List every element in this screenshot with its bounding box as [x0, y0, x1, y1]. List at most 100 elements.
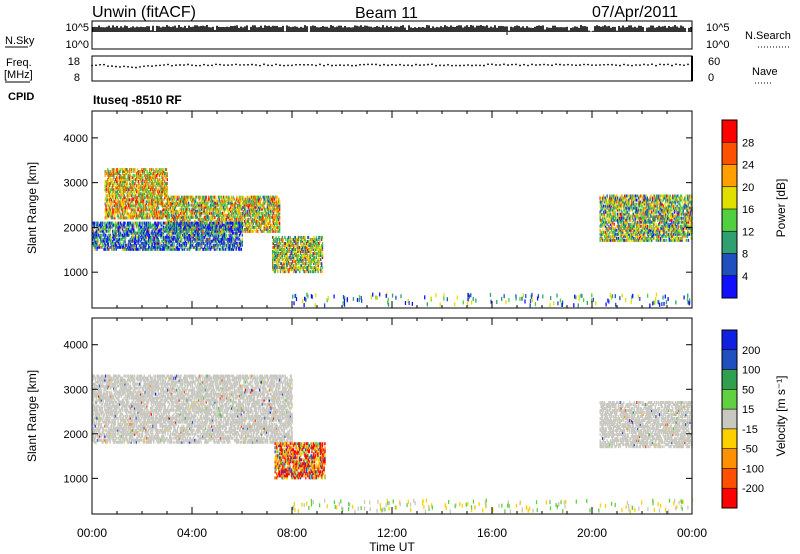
power-cell — [277, 243, 279, 247]
power-cell — [112, 225, 114, 229]
power-cell — [104, 182, 106, 186]
power-cell — [217, 195, 220, 199]
power-cell — [321, 262, 323, 266]
power-cell — [273, 245, 276, 249]
power-cell — [169, 221, 171, 225]
power-cell — [279, 223, 281, 227]
power-cell — [277, 221, 279, 225]
power-cell — [318, 252, 320, 256]
power-cell — [262, 215, 264, 219]
power-cell — [163, 237, 166, 241]
power-cell — [118, 235, 120, 239]
power-cell — [232, 211, 234, 215]
power-cell — [177, 231, 180, 235]
power-cell — [124, 235, 126, 239]
power-cell — [136, 184, 138, 188]
power-cell — [171, 245, 173, 249]
power-cell — [170, 225, 173, 229]
power-cell — [148, 223, 150, 227]
power-cell — [153, 184, 155, 188]
freq-dot — [619, 64, 621, 67]
power-cell — [290, 262, 292, 266]
power-cell — [153, 206, 155, 210]
power-cell — [197, 229, 199, 233]
power-cell — [136, 212, 138, 216]
power-cell — [180, 229, 182, 233]
power-cell — [288, 250, 290, 254]
freq-dot — [643, 63, 645, 66]
power-cell — [192, 199, 194, 203]
power-cell — [110, 216, 112, 220]
power-cell — [230, 197, 232, 201]
freq-dot — [247, 63, 249, 66]
power-cell — [151, 247, 153, 251]
power-cell — [121, 225, 124, 229]
power-cell — [117, 223, 119, 227]
power-cell — [195, 199, 197, 203]
power-cell — [103, 241, 105, 245]
power-cell — [115, 204, 118, 208]
power-cell — [195, 195, 198, 199]
power-cell — [278, 229, 280, 233]
power-cell — [267, 203, 269, 207]
power-cell — [154, 190, 156, 194]
nsearch-label: N.Search — [745, 30, 791, 42]
power-cell — [139, 184, 141, 188]
power-cell — [244, 211, 247, 215]
power-cell — [318, 260, 320, 264]
power-cell — [185, 209, 187, 213]
power-cell — [209, 209, 211, 213]
power-cell — [158, 198, 161, 202]
power-cell — [108, 172, 110, 176]
power-cell — [167, 207, 170, 211]
power-cell — [181, 195, 184, 199]
power-cell — [158, 178, 161, 182]
power-cell — [283, 250, 285, 254]
power-cell — [144, 178, 147, 182]
power-cell — [308, 256, 311, 260]
freq-dot — [399, 63, 401, 66]
power-cell — [172, 221, 174, 225]
power-cell — [283, 252, 285, 256]
power-cell — [277, 258, 279, 262]
power-cell — [124, 216, 126, 220]
freq-dot — [227, 64, 229, 67]
freq-dot — [183, 64, 185, 66]
power-cell — [187, 237, 189, 241]
power-cell — [202, 217, 204, 221]
power-cell — [161, 202, 163, 206]
power-cell — [297, 245, 299, 249]
power-cell — [243, 229, 245, 233]
power-cell — [99, 221, 102, 225]
power-cell — [148, 212, 150, 216]
power-cell — [124, 180, 126, 184]
power-cell — [111, 243, 113, 247]
power-cell — [260, 229, 262, 233]
power-cell — [108, 247, 110, 251]
power-cell — [101, 223, 103, 227]
power-cell — [140, 180, 142, 184]
power-cell — [92, 223, 95, 227]
power-cell — [132, 180, 134, 184]
power-cell — [190, 209, 192, 213]
power-cell — [118, 237, 120, 241]
power-cell — [162, 170, 164, 174]
power-cell — [251, 225, 253, 229]
power-cell — [172, 205, 174, 209]
power-cell — [288, 239, 290, 243]
power-cell — [194, 239, 196, 243]
power-cell — [115, 233, 117, 237]
power-cell — [227, 209, 229, 213]
power-cell — [118, 210, 120, 214]
power-cell — [95, 237, 97, 241]
power-cell — [125, 170, 127, 174]
power-cell — [153, 192, 155, 196]
power-cell — [231, 197, 234, 201]
power-cell — [165, 239, 167, 243]
power-cell — [180, 235, 182, 239]
power-cell — [188, 229, 190, 233]
power-cell — [135, 188, 137, 192]
power-cell — [307, 260, 310, 264]
power-cell — [108, 182, 111, 186]
